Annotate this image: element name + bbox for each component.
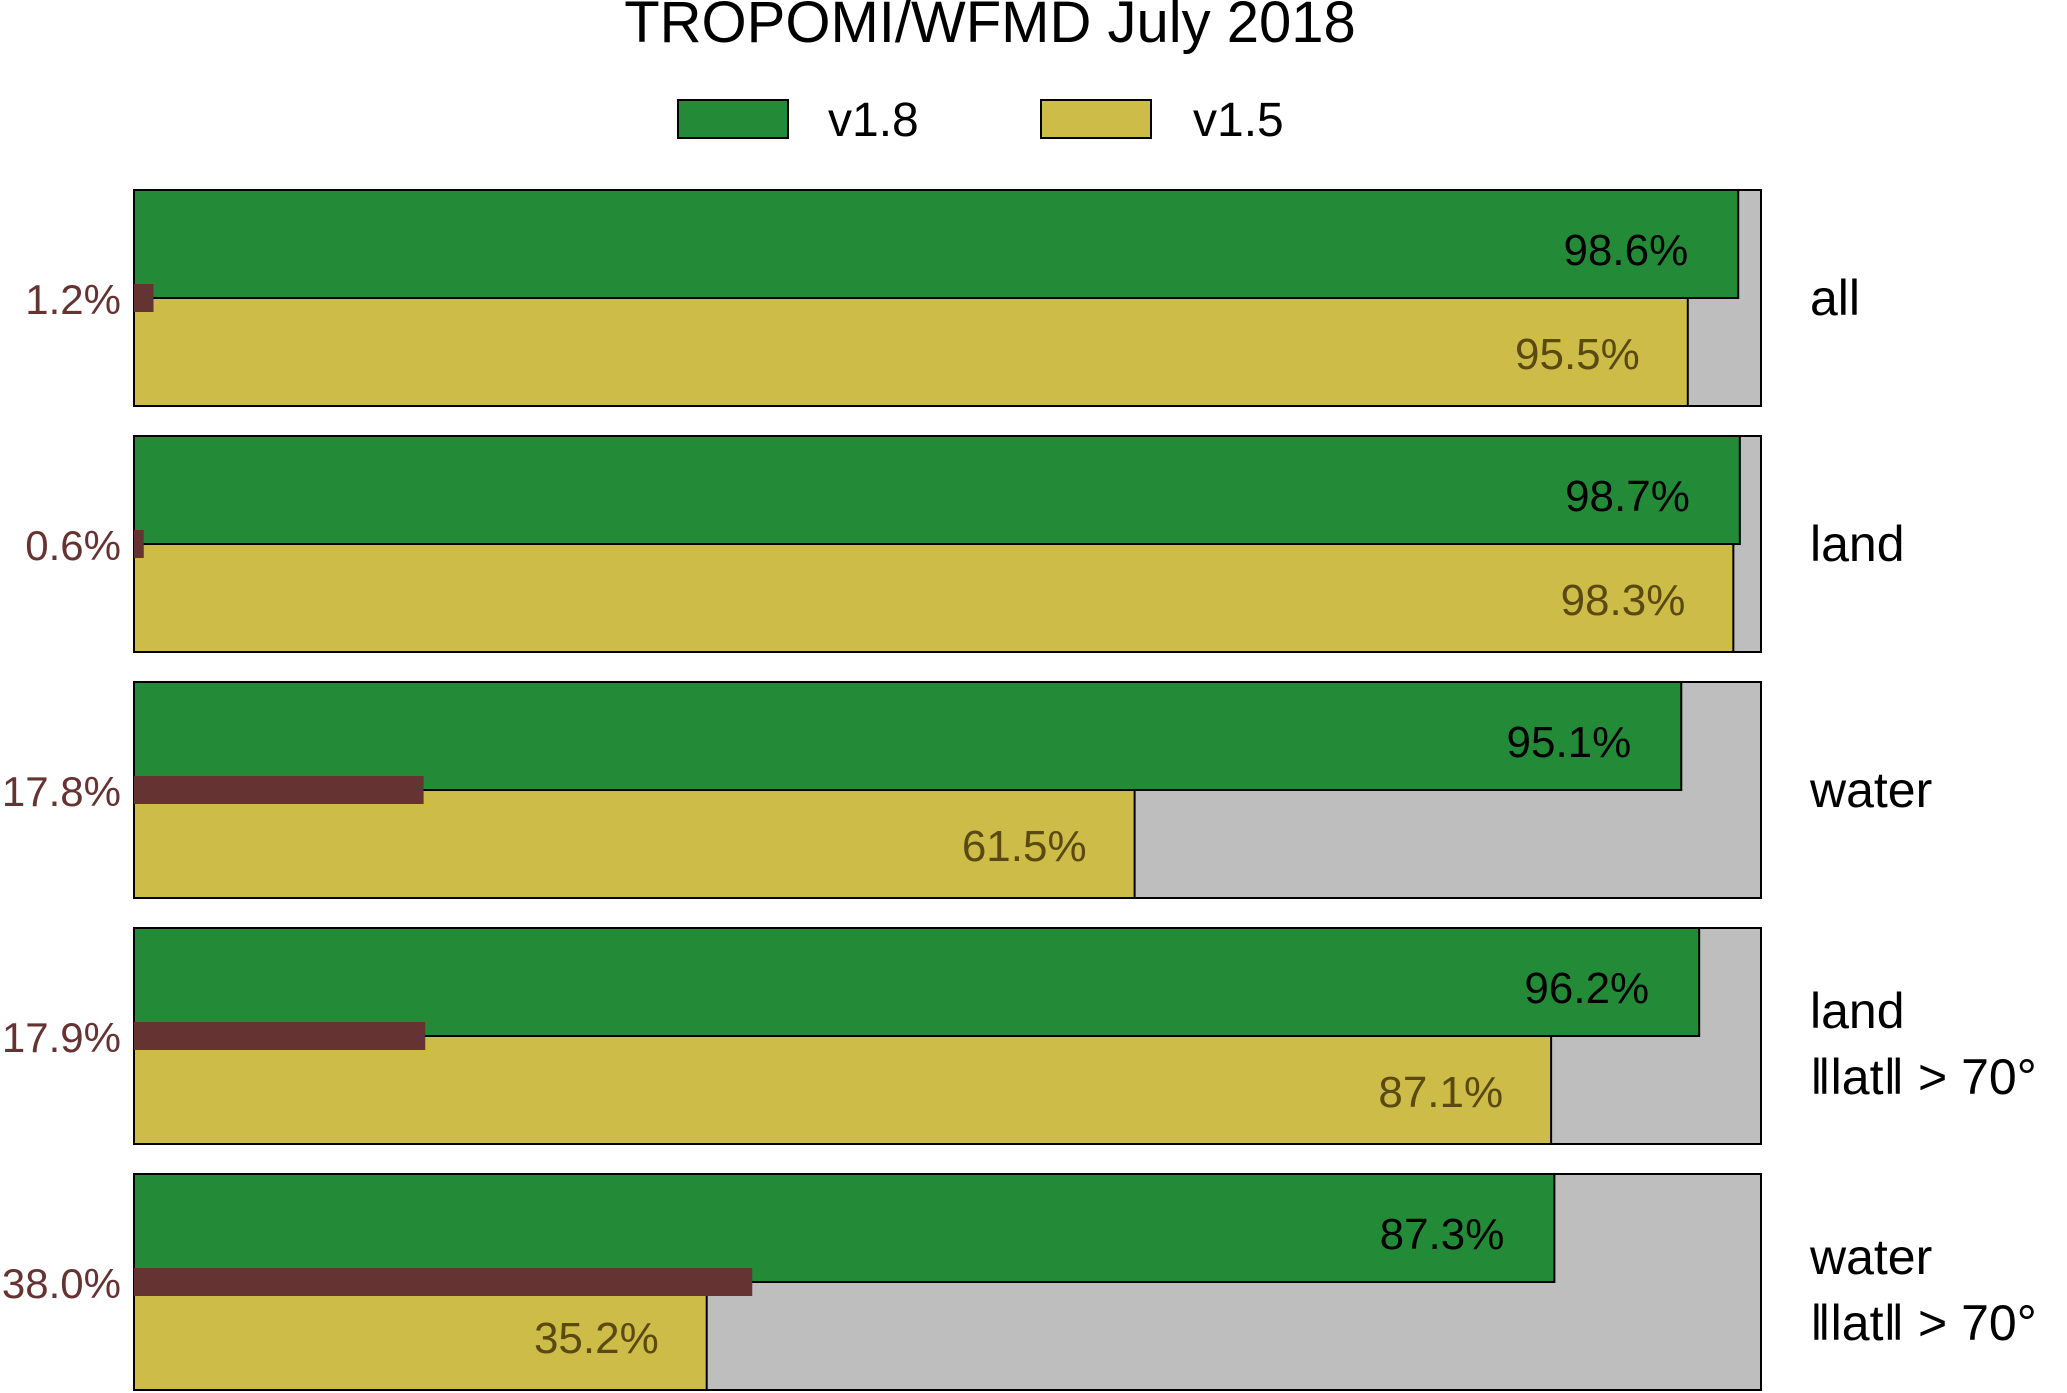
difference-label: 1.2% [25,276,121,323]
difference-label: 17.8% [2,768,121,815]
category-label: water [1809,762,1932,818]
bar-v18 [133,681,1683,791]
panel-0: 98.6% 95.5% 1.2% all [25,189,1860,407]
bar-label-v18: 98.7% [1565,472,1690,521]
category-label: land [1810,983,1905,1039]
panel-1: 98.7% 98.3% 0.6% land [25,435,1905,653]
difference-bar [134,530,144,558]
bar-label-v15: 61.5% [962,822,1087,871]
bar-label-v15: 35.2% [534,1314,659,1363]
bar-v15 [133,297,1689,407]
panel-4: 87.3% 35.2% 38.0% water ‖lat‖ > 70° [2,1173,2037,1391]
bar-v18 [133,1173,1556,1283]
chart-title: TROPOMI/WFMD July 2018 [624,0,1356,55]
difference-label: 17.9% [2,1014,121,1061]
bar-v15 [133,789,1136,899]
bar-label-v15: 95.5% [1515,330,1640,379]
category-sublabel: ‖lat‖ > 70° [1810,1295,2037,1351]
category-sublabel: ‖lat‖ > 70° [1810,1049,2037,1105]
legend-swatch-v15 [1040,99,1152,139]
legend-label-v15: v1.5 [1193,94,1284,147]
bar-label-v18: 96.2% [1524,964,1649,1013]
bar-v15 [133,1035,1553,1145]
bar-label-v15: 87.1% [1378,1068,1503,1117]
difference-label: 38.0% [2,1260,121,1307]
difference-label: 0.6% [25,522,121,569]
legend-swatch-v18 [677,99,789,139]
difference-bar [134,776,424,804]
bar-label-v18: 87.3% [1380,1210,1505,1259]
bar-v18 [133,189,1740,299]
category-label: land [1810,516,1905,572]
bar-v18 [133,927,1701,1037]
difference-bar [134,284,154,312]
legend: v1.8 v1.5 [677,94,1284,147]
bar-v15 [133,1281,708,1391]
bar-v18 [133,435,1741,545]
panel-3: 96.2% 87.1% 17.9% land ‖lat‖ > 70° [2,927,2037,1145]
bar-panels: 98.6% 95.5% 1.2% all 98.7% 98.3% 0.6% land 95.1%… [2,189,2037,1391]
bar-label-v18: 98.6% [1563,226,1688,275]
category-label: water [1809,1229,1932,1285]
difference-bar [134,1268,753,1296]
bar-label-v18: 95.1% [1507,718,1632,767]
category-label: all [1810,270,1860,326]
bar-v15 [133,543,1735,653]
legend-label-v18: v1.8 [828,94,919,147]
panel-2: 95.1% 61.5% 17.8% water [2,681,1932,899]
bar-label-v15: 98.3% [1561,576,1686,625]
difference-bar [134,1022,426,1050]
